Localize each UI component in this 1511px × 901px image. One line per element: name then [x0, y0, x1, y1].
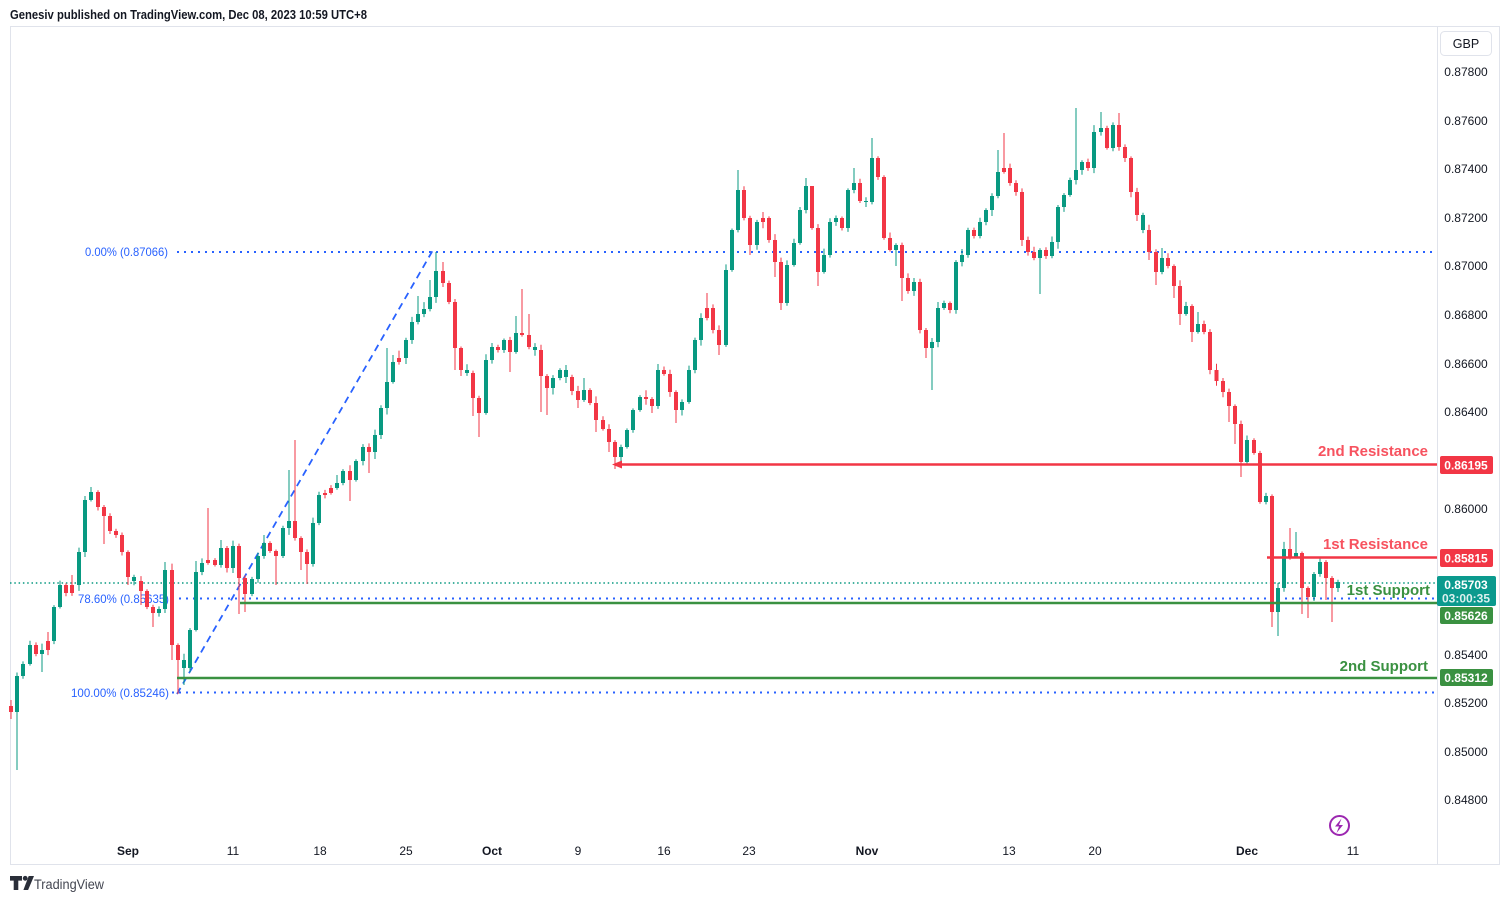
svg-text:0.87000: 0.87000: [1444, 259, 1488, 273]
svg-text:TradingView: TradingView: [34, 877, 104, 892]
svg-text:11: 11: [1347, 844, 1360, 858]
svg-text:03:00:35: 03:00:35: [1442, 592, 1490, 606]
svg-text:GBP: GBP: [1453, 37, 1479, 51]
svg-text:0.86600: 0.86600: [1444, 357, 1488, 371]
svg-text:Sep: Sep: [117, 844, 139, 858]
svg-text:1st Support: 1st Support: [1347, 582, 1430, 599]
svg-text:0.86800: 0.86800: [1444, 308, 1488, 322]
svg-text:Nov: Nov: [856, 844, 879, 858]
svg-text:0.84800: 0.84800: [1444, 793, 1488, 807]
svg-text:0.86000: 0.86000: [1444, 502, 1488, 516]
svg-text:0.85815: 0.85815: [1444, 552, 1488, 566]
svg-text:16: 16: [657, 844, 671, 858]
svg-text:0.87400: 0.87400: [1444, 162, 1488, 176]
svg-text:2nd Resistance: 2nd Resistance: [1318, 443, 1428, 460]
svg-text:9: 9: [575, 844, 582, 858]
svg-text:Dec: Dec: [1236, 844, 1258, 858]
svg-text:0.85703: 0.85703: [1444, 578, 1488, 592]
svg-text:18: 18: [313, 844, 327, 858]
svg-text:78.60% (0.85635): 78.60% (0.85635): [78, 592, 169, 606]
svg-text:23: 23: [742, 844, 756, 858]
svg-text:Genesiv published on TradingVi: Genesiv published on TradingView.com, De…: [10, 7, 367, 22]
svg-text:25: 25: [399, 844, 413, 858]
svg-text:0.87800: 0.87800: [1444, 65, 1488, 79]
svg-text:2nd Support: 2nd Support: [1340, 658, 1428, 675]
svg-text:0.85000: 0.85000: [1444, 745, 1488, 759]
svg-text:0.87200: 0.87200: [1444, 211, 1488, 225]
svg-text:20: 20: [1088, 844, 1102, 858]
svg-text:11: 11: [227, 844, 240, 858]
svg-text:0.85312: 0.85312: [1444, 671, 1488, 685]
svg-text:0.86195: 0.86195: [1444, 459, 1488, 473]
svg-text:0.00% (0.87066): 0.00% (0.87066): [85, 245, 168, 259]
svg-text:0.85200: 0.85200: [1444, 696, 1488, 710]
svg-text:Oct: Oct: [482, 844, 502, 858]
svg-text:0.85400: 0.85400: [1444, 648, 1488, 662]
svg-text:0.85626: 0.85626: [1444, 609, 1488, 623]
svg-text:0.86400: 0.86400: [1444, 405, 1488, 419]
svg-text:1st Resistance: 1st Resistance: [1323, 536, 1428, 553]
svg-text:0.87600: 0.87600: [1444, 114, 1488, 128]
svg-text:100.00% (0.85246): 100.00% (0.85246): [71, 686, 169, 700]
svg-text:13: 13: [1002, 844, 1016, 858]
